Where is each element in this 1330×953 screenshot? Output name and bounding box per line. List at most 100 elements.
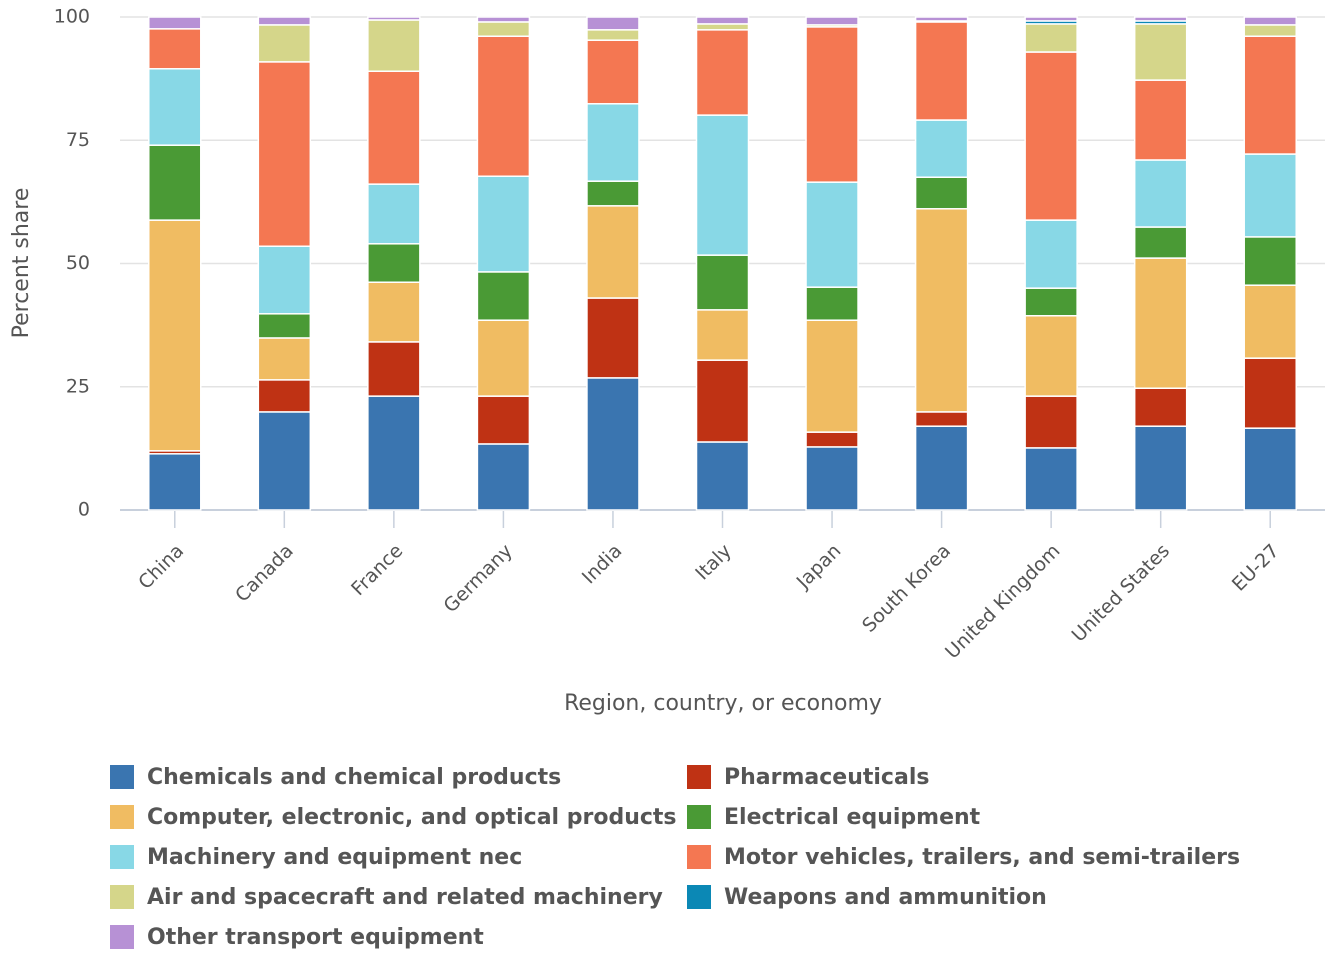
bar-segment	[1243, 427, 1297, 511]
x-tick-label: Italy	[691, 540, 736, 585]
bar-segment	[695, 29, 750, 116]
x-axis-title: Region, country, or economy	[564, 691, 882, 716]
bar-segment	[476, 443, 531, 511]
bar-segment	[1243, 357, 1297, 429]
x-tick-label: United States	[1068, 540, 1175, 647]
bar-segment	[695, 441, 750, 511]
bar-segment	[1024, 219, 1078, 289]
bar-segment	[257, 379, 312, 413]
x-tick-label: France	[347, 540, 407, 600]
bar-segment	[586, 297, 640, 379]
bar-segment	[1024, 287, 1078, 317]
x-tick-label: China	[134, 540, 188, 594]
x-tick-label: Germany	[440, 540, 517, 617]
bar-segment	[805, 16, 859, 26]
bar-segment	[914, 119, 969, 178]
bar-segment	[1243, 284, 1297, 359]
bar-segment	[914, 16, 969, 22]
bar-segment	[1243, 16, 1297, 26]
bar-segment	[148, 16, 202, 30]
bar-segment	[257, 16, 312, 26]
bar-segment	[367, 19, 421, 72]
y-tick-label: 100	[54, 6, 90, 28]
bar-segment	[367, 183, 421, 245]
bar-segment	[257, 337, 312, 381]
x-tick-label: EU-27	[1228, 540, 1284, 596]
bar-segment	[476, 21, 531, 37]
bar-segment	[805, 319, 859, 433]
bar-segment	[805, 446, 859, 511]
bar-segment	[695, 114, 750, 256]
bar-segment	[1133, 23, 1188, 81]
bar-segment	[1243, 236, 1297, 286]
bar-segment	[586, 180, 640, 207]
bar-segment	[476, 16, 531, 23]
bar-segment	[148, 28, 202, 70]
y-tick-label: 50	[66, 252, 90, 274]
bar-segment	[1133, 226, 1188, 259]
bar-segment	[805, 286, 859, 321]
legend-label: Weapons and ammunition	[724, 885, 1047, 910]
bar-segment	[695, 23, 750, 31]
legend-swatch	[687, 805, 711, 829]
y-tick-label: 75	[66, 129, 90, 151]
bar-segment	[148, 68, 202, 146]
bar-segment	[1133, 387, 1188, 427]
bar-segment	[367, 281, 421, 343]
bar-segment	[1024, 16, 1078, 22]
bar-segment	[257, 61, 312, 247]
bar-segment	[1024, 23, 1078, 53]
legend-swatch	[687, 765, 711, 789]
legend-label: Chemicals and chemical products	[147, 765, 561, 790]
bar-segment	[586, 29, 640, 41]
bar-segment	[805, 26, 859, 183]
y-tick-label: 0	[78, 499, 90, 521]
legend-label: Electrical equipment	[724, 805, 981, 830]
y-tick-label: 25	[66, 375, 90, 397]
bar-segment	[148, 219, 202, 452]
bar-segment	[367, 16, 421, 21]
bar-segment	[1243, 153, 1297, 238]
bar-segment	[586, 103, 640, 182]
legend-label: Other transport equipment	[147, 925, 484, 950]
bar-segment	[914, 21, 969, 121]
y-axis-title: Percent share	[9, 188, 34, 339]
bar-segment	[914, 411, 969, 427]
legend-swatch	[110, 925, 134, 949]
bar-segment	[367, 341, 421, 397]
x-tick-label: Japan	[792, 540, 846, 594]
bar-segment	[476, 395, 531, 445]
legend-label: Motor vehicles, trailers, and semi-trail…	[724, 845, 1240, 870]
bar-segment	[257, 24, 312, 63]
bar-segment	[367, 70, 421, 185]
bar-segment	[257, 411, 312, 511]
legend-label: Pharmaceuticals	[724, 765, 929, 790]
legend-swatch	[110, 805, 134, 829]
bar-segment	[805, 181, 859, 288]
x-tick-label: United Kingdom	[941, 540, 1064, 663]
bar-segment	[1133, 425, 1188, 511]
bar-segment	[695, 359, 750, 443]
legend-label: Machinery and equipment nec	[147, 845, 522, 870]
bar-segment	[257, 245, 312, 315]
bar-segment	[914, 208, 969, 413]
bar-segment	[695, 309, 750, 361]
bar-segment	[1133, 16, 1188, 22]
bar-segment	[1133, 159, 1188, 228]
bar-segment	[914, 176, 969, 210]
legend-swatch	[687, 885, 711, 909]
legend-swatch	[110, 845, 134, 869]
bar-segment	[586, 16, 640, 31]
legend-swatch	[687, 845, 711, 869]
bar-segment	[476, 175, 531, 273]
bar-segment	[586, 377, 640, 511]
bar-segment	[1024, 315, 1078, 397]
bar-segment	[586, 39, 640, 105]
legend-label: Air and spacecraft and related machinery	[147, 885, 663, 910]
bar-segment	[1024, 395, 1078, 449]
bar-segment	[1024, 51, 1078, 221]
bar-segment	[1243, 35, 1297, 155]
legend-swatch	[110, 765, 134, 789]
legend-swatch	[110, 885, 134, 909]
